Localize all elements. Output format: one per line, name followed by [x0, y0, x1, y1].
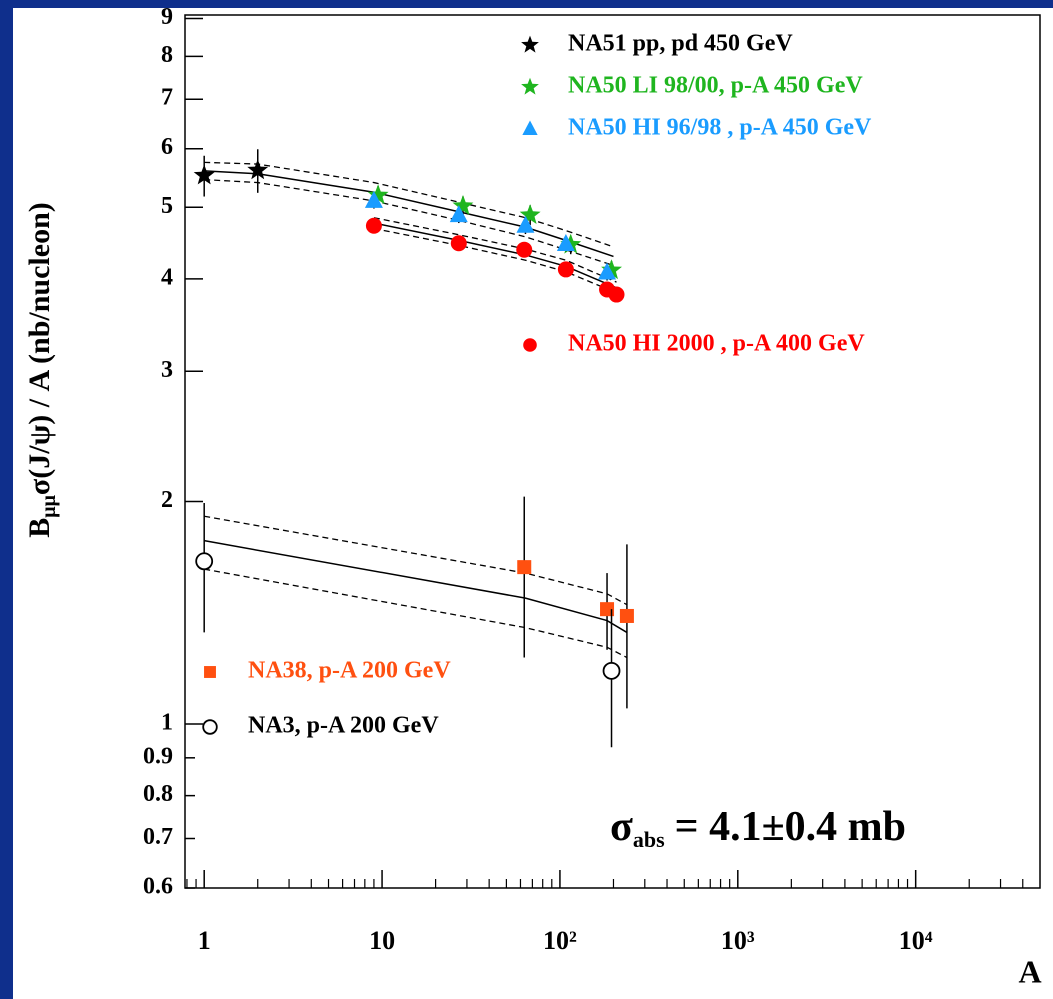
legend-label: NA3, p-A 200 GeV	[248, 713, 439, 739]
annotation: σabs = 4.1±0.4 mb	[610, 804, 906, 852]
y-tick-label: 0.8	[143, 781, 173, 807]
marker-square	[204, 666, 216, 678]
annotation-symbol: σ	[610, 804, 633, 850]
y-tick-label: 4	[161, 264, 173, 290]
x-tick-label: 1	[198, 926, 211, 955]
y-axis-label: Bμμσ(J/ψ) / A (nb/nucleon)	[23, 202, 60, 538]
marker-square	[517, 560, 532, 575]
fit-band-lower	[204, 568, 628, 659]
annotation-subscript: abs	[633, 827, 665, 852]
marker-circle	[523, 338, 537, 352]
y-tick-label: 0.9	[143, 743, 173, 769]
x-tick-label: 10²	[543, 926, 577, 955]
plot-background	[13, 8, 1053, 999]
plot-frame	[184, 14, 1041, 889]
marker-circle	[516, 241, 533, 258]
marker-square	[619, 608, 634, 623]
marker-triangle	[516, 215, 535, 233]
y-tick-label: 6	[161, 134, 173, 160]
x-tick-label: 10⁴	[899, 926, 933, 955]
y-tick-label: 8	[161, 42, 173, 68]
y-label-rest: σ(J/ψ) / A (nb/nucleon)	[23, 202, 56, 495]
marker-square	[600, 602, 615, 617]
y-tick-label: 2	[161, 487, 173, 513]
annotation-text: = 4.1±0.4 mb	[675, 804, 906, 850]
marker-triangle	[449, 205, 468, 223]
marker-star	[519, 204, 541, 224]
y-tick-label: 5	[161, 193, 173, 219]
marker-star	[367, 184, 389, 205]
marker-open-circle	[602, 661, 621, 680]
y-label-main: B	[23, 518, 56, 538]
y-tick-label: 1	[161, 709, 173, 735]
legend-label: NA51 pp, pd 450 GeV	[568, 31, 793, 57]
legend-label: NA50 HI 2000 , p-A 400 GeV	[568, 331, 865, 357]
marker-circle	[557, 261, 574, 278]
marker-triangle	[556, 233, 575, 251]
marker-triangle	[598, 262, 617, 280]
fit-band-upper	[204, 515, 628, 606]
fit-band-lower	[373, 227, 617, 294]
marker-star	[452, 195, 474, 215]
marker-triangle	[364, 190, 383, 208]
marker-triangle	[522, 120, 538, 135]
y-tick-label: 7	[161, 85, 173, 111]
y-tick-label: 9	[161, 4, 173, 30]
legend-label: NA38, p-A 200 GeV	[248, 658, 451, 684]
marker-star	[521, 77, 539, 95]
marker-star	[193, 164, 215, 185]
marker-open-circle	[202, 719, 218, 735]
marker-star	[247, 159, 269, 180]
x-tick-label: 10	[369, 926, 395, 955]
y-label-subscript: μμ	[38, 494, 60, 517]
y-tick-label: 0.6	[143, 874, 173, 900]
marker-star	[521, 35, 539, 53]
legend-label: NA50 HI 96/98 , p-A 450 GeV	[568, 115, 872, 141]
marker-circle	[450, 235, 467, 252]
marker-open-circle	[195, 552, 214, 571]
x-tick-label: 10³	[721, 926, 755, 955]
marker-star	[601, 259, 622, 280]
y-tick-label: 3	[161, 357, 173, 383]
marker-circle	[608, 286, 625, 303]
marker-circle	[365, 217, 382, 234]
x-axis-label: A	[1018, 953, 1041, 989]
legend-label: NA50 LI 98/00, p-A 450 GeV	[568, 73, 863, 99]
fit-line	[204, 539, 628, 634]
y-tick-label: 0.7	[143, 824, 173, 850]
